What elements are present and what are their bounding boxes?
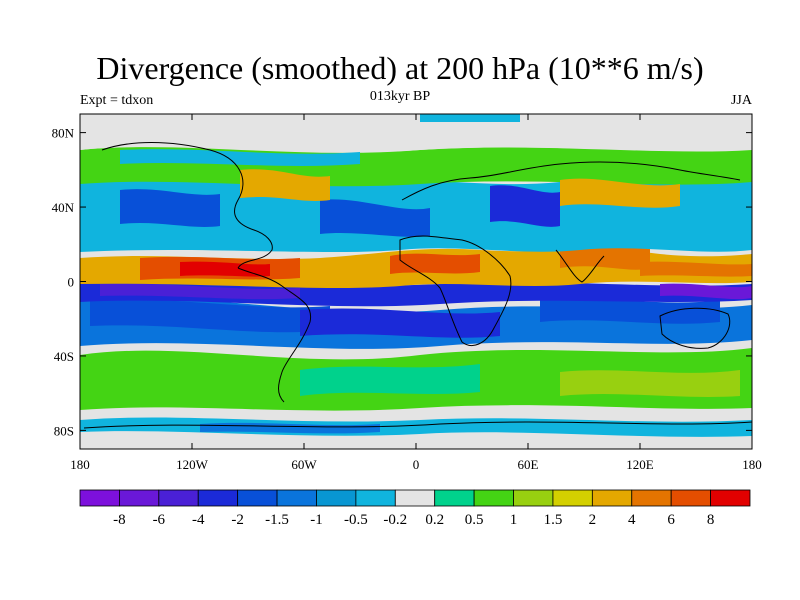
- south-atlantic-convergence: [300, 308, 500, 338]
- longitude-axis: 180 120W 60W 0 60E 120E 180: [70, 114, 762, 472]
- central-america-max: [180, 261, 270, 277]
- south-america-coast: [237, 267, 312, 403]
- west-pacific-divergence: [640, 261, 752, 277]
- eurasia-coast: [401, 161, 741, 201]
- colorbar-label: 2: [589, 512, 597, 528]
- colorbar-swatch: [513, 489, 554, 507]
- north-atlantic-convergence: [320, 199, 430, 237]
- colorbar-label: 1: [510, 512, 518, 528]
- colorbar-swatch: [394, 489, 436, 507]
- colorbar-swatch: [591, 489, 633, 507]
- lon-tick-label: 120W: [176, 457, 209, 472]
- colorbar-swatch: [276, 489, 317, 507]
- colorbar-label: 1.5: [544, 512, 563, 528]
- colorbar-swatch: [316, 489, 357, 507]
- colorbar-swatch: [473, 489, 514, 507]
- map-center-label: 013kyr BP: [369, 89, 431, 104]
- colorbar-label: -6: [153, 512, 166, 528]
- season-label: JJA: [730, 93, 752, 108]
- south-indian-convergence: [540, 298, 720, 324]
- lat-tick-label: 80S: [54, 423, 74, 438]
- lon-tick-label: 180: [70, 457, 90, 472]
- lat-tick-label: 0: [68, 275, 75, 290]
- equatorial-pacific-purple: [100, 283, 300, 300]
- africa-coast: [399, 235, 512, 346]
- colorbar-label: -4: [192, 512, 205, 528]
- india-coast: [555, 249, 605, 283]
- colorbar-swatch: [434, 489, 475, 507]
- colorbar-label: -0.5: [344, 512, 368, 528]
- colorbar-label: 0.2: [425, 512, 444, 528]
- colorbar-label: -8: [113, 512, 126, 528]
- lon-tick-label: 60E: [518, 457, 539, 472]
- coastlines: [83, 142, 752, 429]
- north-pole-blue: [420, 114, 520, 122]
- colorbar-swatch: [355, 489, 396, 507]
- colorbar-swatch: [237, 489, 278, 507]
- south-pacific-convergence: [90, 299, 330, 333]
- colorbar-label: -1.5: [265, 512, 289, 528]
- antarctica-coast: [83, 421, 752, 429]
- north-america-coast: [101, 142, 273, 269]
- colorbar-label: 0.5: [465, 512, 484, 528]
- latitude-axis: 80N 40N 0 40S 80S: [52, 126, 752, 438]
- lat-tick-label: 80N: [52, 126, 75, 141]
- colorbar-swatch: [670, 489, 711, 507]
- southern-midlat-teal: [300, 364, 480, 396]
- experiment-label: Expt = tdxon: [80, 93, 154, 108]
- colorbar-swatch: [79, 489, 120, 507]
- map-title: Divergence (smoothed) at 200 hPa (10**6 …: [96, 50, 704, 86]
- colorbar-label: -2: [231, 512, 244, 528]
- north-pacific-convergence: [120, 189, 220, 227]
- colorbar-label: 4: [628, 512, 636, 528]
- arctic-blue: [120, 149, 360, 166]
- west-pacific-purple: [660, 283, 752, 300]
- colorbar-label: 8: [707, 512, 715, 528]
- colorbar-swatch: [119, 489, 160, 507]
- lat-tick-label: 40N: [52, 200, 75, 215]
- lon-tick-label: 120E: [626, 457, 654, 472]
- central-asia-convergence: [490, 185, 560, 227]
- colorbar-swatch: [710, 489, 751, 507]
- lat-tick-label: 40S: [54, 349, 74, 364]
- colorbar-swatch: [552, 489, 593, 507]
- southern-midlat-yellowgreen: [560, 370, 740, 397]
- colorbar-swatch: [158, 489, 199, 507]
- colorbar-label: -0.2: [383, 512, 407, 528]
- colorbar-swatch: [197, 489, 239, 507]
- colorbar: -8 -6 -4 -2 -1.5 -1 -0.5 -0.2 0.2 0.5 1 1.5 2 4 6 8: [79, 489, 751, 528]
- australia-coast: [659, 307, 731, 349]
- colorbar-swatch: [631, 489, 672, 507]
- lon-tick-label: 0: [413, 457, 420, 472]
- colorbar-label: 6: [667, 512, 675, 528]
- lon-tick-label: 180: [742, 457, 762, 472]
- colorbar-label: -1: [310, 512, 323, 528]
- west-africa-divergence: [390, 253, 480, 274]
- lon-tick-label: 60W: [291, 457, 317, 472]
- arctic-region: [80, 114, 752, 153]
- north-atlantic-divergence: [240, 169, 330, 201]
- east-asia-divergence: [560, 178, 680, 208]
- divergence-field: [80, 114, 752, 449]
